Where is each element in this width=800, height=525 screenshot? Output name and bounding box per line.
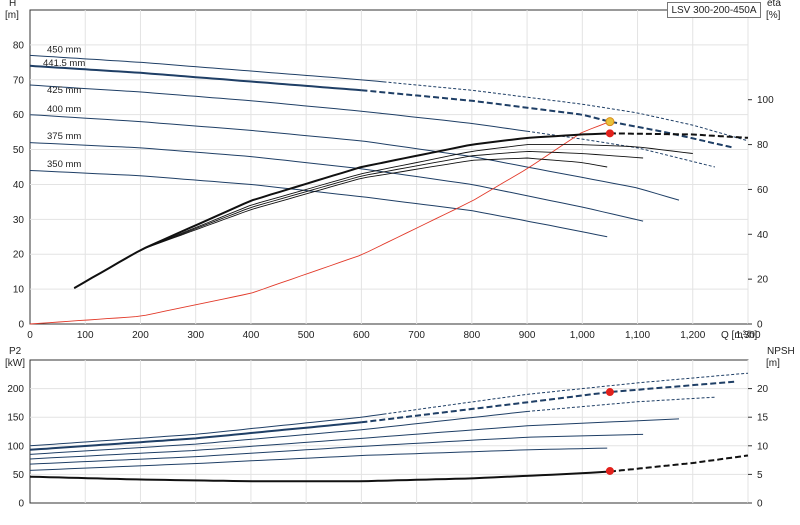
head-curve-450 (29, 54, 384, 83)
head-curve-425 (29, 84, 528, 132)
power-curve-350 (29, 447, 608, 471)
y-left-axis-label: H (9, 0, 16, 9)
x-tick-label: 500 (298, 330, 315, 341)
y-right-tick-label: 0 (757, 320, 763, 331)
x-tick-label: 700 (408, 330, 425, 341)
x-tick-label: 1,300 (735, 330, 760, 341)
eta_thin-curve (73, 144, 693, 289)
power-curve-450-extrapolated (383, 372, 749, 415)
y-left-tick-label: 0 (18, 320, 24, 331)
head-curve-label: 450 mm (47, 44, 81, 55)
x-tick-label: 200 (132, 330, 149, 341)
y-left-tick-label: 60 (13, 110, 25, 121)
y-left-tick-label: 20 (13, 250, 25, 261)
x-tick-label: 1,200 (680, 330, 705, 341)
npsh-curve (29, 470, 610, 483)
y-right-tick-label: 20 (757, 384, 769, 395)
y-right-axis-unit: [m] (766, 358, 780, 369)
y-right-tick-label: 60 (757, 185, 769, 196)
eta_thin-curve (73, 150, 644, 289)
head-curve-375 (29, 142, 644, 222)
duty-point-marker (605, 117, 615, 127)
y-left-tick-label: 70 (13, 75, 25, 86)
y-left-axis-label: P2 (9, 346, 22, 357)
head-curve-450-extrapolated (383, 81, 749, 142)
y-right-tick-label: 15 (757, 413, 769, 424)
power-curve-375 (29, 433, 644, 465)
x-tick-label: 400 (243, 330, 260, 341)
x-tick-label: 1,000 (570, 330, 595, 341)
power-curve-400 (29, 418, 680, 460)
y-left-tick-label: 50 (13, 145, 25, 156)
y-left-tick-label: 100 (7, 441, 24, 452)
eta-curve (73, 132, 610, 289)
x-tick-label: 300 (187, 330, 204, 341)
y-right-axis-label: NPSH (767, 346, 795, 357)
operating-point-marker (605, 388, 614, 397)
y-right-tick-label: 20 (757, 275, 769, 286)
y-left-tick-label: 150 (7, 413, 24, 424)
x-tick-label: 100 (77, 330, 94, 341)
x-tick-label: 900 (519, 330, 536, 341)
y-left-tick-label: 30 (13, 215, 25, 226)
power-curve-425 (29, 411, 528, 455)
operating-point-marker (605, 466, 614, 475)
power-curve-450 (29, 413, 384, 447)
y-left-axis-unit: [m] (5, 10, 19, 21)
y-right-tick-label: 5 (757, 470, 763, 481)
model-label: LSV 300-200-450A (667, 2, 761, 18)
operating-point-marker (605, 129, 614, 138)
plot-frame-0 (29, 9, 749, 325)
y-left-tick-label: 10 (13, 285, 25, 296)
head-curve-350 (29, 170, 608, 238)
power-curve-425-extrapolated (527, 396, 715, 412)
head-curve-label: 400 mm (47, 104, 81, 115)
y-right-axis-label: eta (767, 0, 781, 9)
head-curve-label: 350 mm (47, 159, 81, 170)
y-right-tick-label: 40 (757, 230, 769, 241)
y-right-axis-unit: [%] (766, 10, 781, 21)
head-curve-label: 425 mm (47, 85, 81, 96)
x-tick-label: 1,100 (625, 330, 650, 341)
y-left-tick-label: 50 (13, 470, 25, 481)
y-left-axis-unit: [kW] (5, 358, 25, 369)
eta-curve-extrapolated (609, 132, 749, 139)
x-tick-label: 0 (27, 330, 33, 341)
head-curve-label: 375 mm (47, 131, 81, 142)
system-curve (29, 121, 611, 325)
y-left-tick-label: 0 (18, 499, 24, 510)
y-right-tick-label: 80 (757, 140, 769, 151)
head-curve-441.5-extrapolated (361, 89, 735, 149)
eta_thin-curve (73, 157, 608, 289)
power-curve-441.5 (29, 421, 362, 451)
y-left-tick-label: 40 (13, 180, 25, 191)
head-curve-400 (29, 114, 680, 201)
y-left-tick-label: 80 (13, 40, 25, 51)
npsh-curve-extrapolated (609, 454, 749, 473)
head-curve-441.5 (29, 64, 362, 92)
power-curve-441.5-extrapolated (361, 380, 735, 424)
x-axis-label: Q [m³/h] (721, 330, 757, 341)
x-tick-label: 800 (464, 330, 481, 341)
head-curve-label: 441.5 mm (43, 58, 85, 69)
y-right-tick-label: 100 (757, 95, 774, 106)
y-right-tick-label: 10 (757, 441, 769, 452)
y-left-tick-label: 200 (7, 384, 24, 395)
x-tick-label: 600 (353, 330, 370, 341)
y-right-tick-label: 0 (757, 499, 763, 510)
